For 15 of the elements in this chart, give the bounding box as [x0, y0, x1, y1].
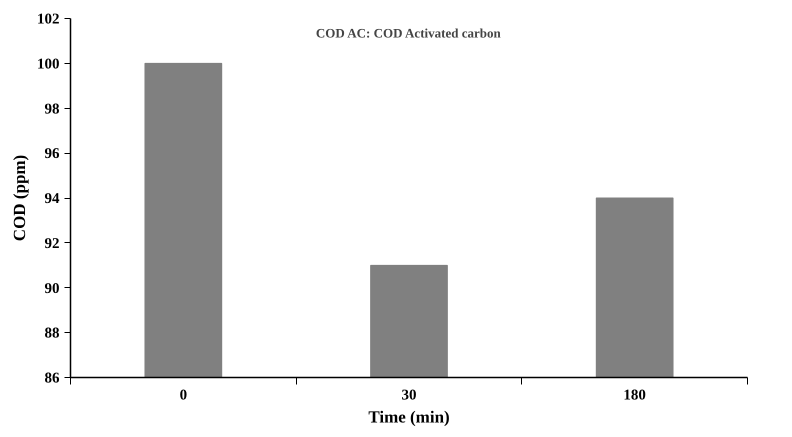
y-tick-label: 90	[44, 280, 60, 297]
annotation: COD AC: COD Activated carbon	[316, 26, 502, 40]
x-tick-label: 0	[180, 388, 188, 404]
x-tick-label: 30	[402, 388, 416, 404]
y-tick-label: 98	[44, 101, 60, 118]
y-tick-label: 88	[44, 326, 60, 342]
y-tick-label: 94	[44, 191, 60, 207]
y-tick-label: 96	[44, 146, 60, 162]
x-tick-label: 180	[623, 388, 646, 404]
y-tick-label: 100	[37, 56, 60, 72]
y-tick-label: 102	[37, 12, 60, 28]
x-axis-title: Time (min)	[368, 408, 450, 426]
y-axis-title: COD (ppm)	[10, 154, 29, 242]
y-tick-label: 86	[44, 370, 60, 386]
y-tick-label: 92	[44, 236, 60, 252]
